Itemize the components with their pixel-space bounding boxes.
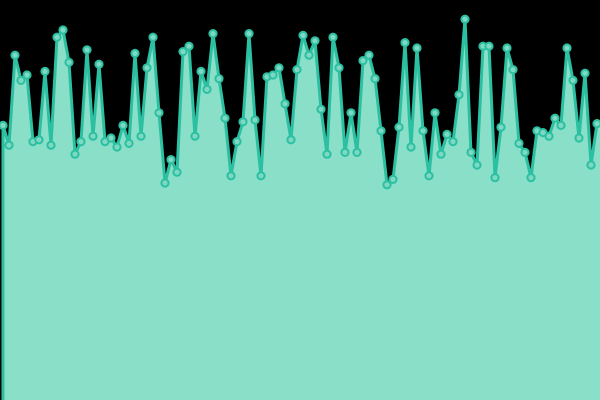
data-point-marker (136, 131, 146, 141)
data-point-marker (10, 50, 20, 60)
data-point-marker (280, 99, 290, 109)
data-point-marker (490, 173, 500, 183)
data-point-marker (358, 56, 368, 66)
data-point-marker (64, 57, 74, 68)
data-point-marker (514, 138, 524, 148)
data-point-marker (160, 178, 170, 188)
data-point-marker (256, 171, 266, 181)
data-point-marker (94, 59, 104, 69)
data-point-marker (430, 108, 440, 118)
data-point-marker (412, 43, 422, 53)
data-point-marker (34, 135, 44, 145)
data-point-marker (142, 63, 152, 73)
data-point-marker (196, 66, 206, 77)
data-point-marker (4, 140, 14, 150)
data-point-marker (178, 47, 188, 57)
data-point-marker (496, 122, 506, 132)
data-point-marker (406, 142, 416, 152)
data-point-marker (112, 142, 122, 152)
data-point-marker (418, 126, 428, 136)
data-point-marker (544, 131, 554, 141)
data-point-marker (58, 25, 68, 35)
data-point-marker (190, 131, 200, 141)
data-point-marker (454, 90, 464, 100)
data-point-marker (148, 32, 158, 42)
data-point-marker (556, 120, 566, 131)
data-point-marker (238, 117, 248, 127)
data-point-marker (244, 28, 254, 39)
data-point-marker (322, 149, 332, 159)
data-point-marker (394, 122, 404, 132)
data-point-marker (274, 63, 284, 73)
data-point-marker (370, 74, 380, 84)
data-point-marker (400, 38, 410, 48)
data-point-marker (352, 147, 362, 157)
data-point-marker (40, 66, 50, 77)
data-point-marker (286, 135, 296, 145)
data-point-marker (448, 137, 458, 147)
data-point-marker (586, 160, 596, 170)
data-point-marker (292, 65, 302, 75)
data-point-marker (442, 129, 452, 139)
data-point-marker (118, 120, 128, 131)
data-point-marker (424, 171, 434, 181)
data-point-marker (580, 68, 590, 78)
data-point-marker (316, 104, 326, 114)
data-point-marker (22, 70, 32, 80)
data-point-marker (220, 113, 230, 123)
data-point-marker (520, 147, 530, 157)
data-point-marker (460, 14, 470, 24)
data-point-marker (70, 149, 80, 159)
data-point-marker (568, 75, 578, 86)
data-point-marker (550, 113, 560, 123)
data-point-marker (154, 108, 164, 118)
data-point-marker (346, 108, 356, 118)
data-point-marker (340, 147, 350, 157)
data-point-marker (574, 133, 584, 143)
data-point-marker (466, 147, 476, 157)
data-point-marker (226, 171, 236, 181)
data-point-marker (298, 30, 308, 41)
data-point-marker (208, 28, 218, 39)
data-point-marker (376, 126, 386, 136)
data-point-marker (172, 167, 182, 177)
data-point-marker (0, 120, 8, 130)
area-fill (3, 19, 600, 400)
data-point-marker (184, 41, 194, 51)
data-point-marker (88, 131, 98, 141)
data-point-marker (52, 32, 62, 42)
data-point-marker (502, 43, 512, 53)
data-point-marker (82, 45, 92, 55)
data-point-marker (472, 160, 482, 170)
data-point-marker (130, 48, 140, 59)
data-point-marker (484, 41, 494, 51)
data-point-marker (166, 155, 176, 165)
data-point-marker (562, 43, 572, 53)
data-point-marker (214, 74, 224, 84)
data-point-marker (388, 174, 398, 184)
data-point-marker (46, 140, 56, 150)
data-point-marker (508, 65, 518, 75)
data-point-marker (268, 70, 278, 80)
data-point-marker (124, 138, 134, 148)
data-point-marker (382, 180, 392, 190)
data-point-marker (106, 133, 116, 143)
data-point-marker (436, 149, 446, 159)
data-point-marker (364, 50, 374, 60)
data-point-marker (304, 50, 314, 60)
data-point-marker (202, 84, 212, 95)
data-point-marker (232, 137, 242, 147)
data-point-marker (592, 119, 600, 129)
data-point-marker (16, 75, 26, 86)
data-point-marker (328, 32, 338, 42)
data-point-marker (310, 36, 320, 46)
data-point-marker (334, 63, 344, 73)
data-point-marker (250, 115, 260, 125)
data-point-marker (76, 137, 86, 147)
data-point-marker (526, 173, 536, 183)
data-point-markers (0, 14, 600, 190)
